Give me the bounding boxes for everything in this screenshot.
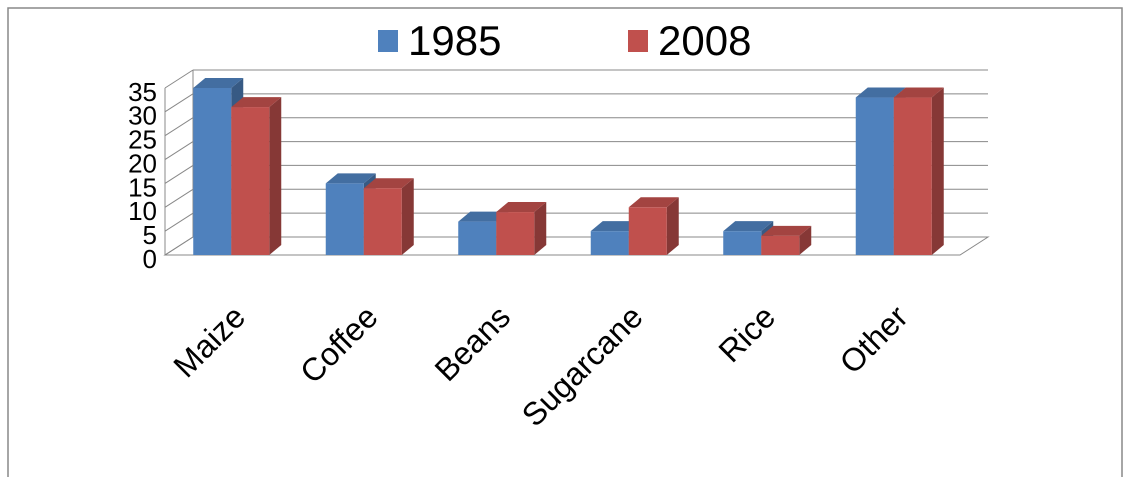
bar: [893, 97, 932, 256]
bar: [231, 107, 270, 255]
bar-side: [799, 225, 812, 255]
grid-line: [164, 212, 194, 232]
bar: [363, 188, 402, 255]
bar: [193, 88, 232, 255]
bar-top: [231, 97, 282, 108]
bar: [458, 221, 497, 255]
bar: [855, 97, 894, 256]
bar-side: [666, 197, 679, 255]
bar-top: [761, 225, 812, 236]
grid-line: [164, 69, 194, 89]
bar-top: [628, 197, 679, 208]
y-tick-label: 35: [128, 77, 157, 107]
bar: [325, 183, 364, 255]
bar: [496, 212, 535, 255]
bar-top: [193, 78, 244, 88]
grid-line: [164, 188, 194, 208]
bar: [761, 235, 800, 255]
bar-top: [458, 211, 509, 222]
bar: [590, 231, 629, 255]
bar-top: [496, 202, 547, 213]
y-tick-label: 30: [128, 101, 157, 131]
y-tick-label: 10: [128, 196, 157, 226]
y-tick-label: 0: [143, 244, 157, 274]
bar: [723, 231, 762, 255]
bar-top: [893, 87, 944, 98]
legend-label: 2008: [658, 17, 751, 64]
bar-top: [325, 173, 376, 184]
bar: [628, 207, 667, 255]
y-tick-label: 15: [128, 172, 157, 202]
grid-line: [164, 236, 194, 256]
bar-top: [855, 87, 906, 98]
grid-line: [164, 117, 194, 137]
grid-line: [164, 141, 194, 160]
y-tick-label: 20: [128, 148, 157, 178]
bar-top: [590, 221, 641, 232]
legend-swatch: [378, 30, 398, 52]
bar-side: [269, 97, 282, 255]
y-tick-label: 25: [128, 125, 157, 155]
bar-side: [534, 202, 547, 255]
bar-side: [401, 178, 414, 255]
legend-label: 1985: [408, 17, 501, 64]
grid-line: [164, 165, 194, 184]
y-tick-label: 5: [143, 220, 157, 250]
bar-top: [363, 178, 414, 189]
legend-swatch: [628, 30, 648, 52]
grid-line: [164, 93, 194, 113]
bar-side: [931, 87, 944, 256]
bar-top: [723, 221, 774, 232]
